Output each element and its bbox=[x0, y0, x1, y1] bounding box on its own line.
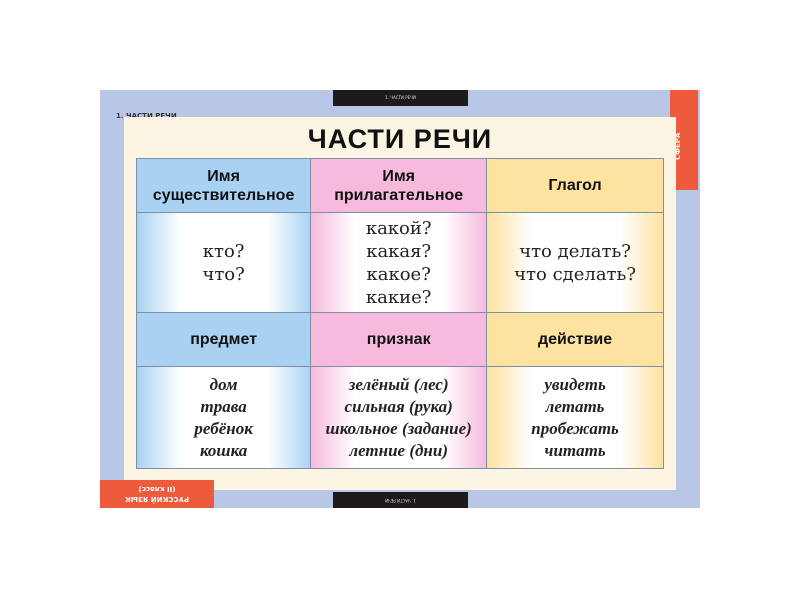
content-panel: ЧАСТИ РЕЧИ Имя существительное Имя прилагат… bbox=[124, 117, 676, 490]
questions-cell: какой? какая? какое? какие? bbox=[310, 212, 488, 313]
cell-line: какое? bbox=[366, 263, 431, 285]
series-label: РУССКИЙ ЯЗЫК (II класс) bbox=[100, 480, 214, 508]
page-title: ЧАСТИ РЕЧИ bbox=[307, 124, 493, 154]
examples-row: дом трава ребёнок кошка зелёный (лес) сильная… bbox=[135, 366, 664, 469]
cell-line: что делать? bbox=[519, 240, 631, 262]
meaning-cell: признак bbox=[310, 312, 488, 367]
footer-bar: 1. ЧАСТИ РЕЧИ bbox=[333, 492, 468, 508]
series-grade: (II класс) bbox=[138, 485, 176, 493]
questions-cell: кто? что? bbox=[135, 212, 312, 313]
cell-line: кошка bbox=[199, 440, 248, 460]
cell-line: пробежать bbox=[531, 418, 619, 438]
cell-line: зелёный (лес) bbox=[348, 374, 449, 394]
cell-line: кто? bbox=[202, 240, 245, 262]
header-cell: Имя прилагательное bbox=[310, 158, 488, 213]
cell-line: Глагол bbox=[548, 177, 602, 194]
questions-cell: что делать? что сделать? bbox=[486, 212, 664, 313]
cell-line: прилагательное bbox=[334, 186, 464, 204]
cell-line: какие? bbox=[365, 286, 432, 308]
cell-line: сильная (рука) bbox=[344, 396, 453, 416]
cell-line: какой? bbox=[365, 217, 432, 239]
cell-line: какая? bbox=[366, 240, 432, 262]
header-cell: Глагол bbox=[486, 158, 664, 213]
parts-of-speech-table: Имя существительное Имя прилагательное Глаго… bbox=[135, 158, 664, 469]
meaning-row: предмет признак действие bbox=[135, 312, 664, 367]
cell-line: дом bbox=[209, 374, 238, 394]
header-cell: Имя существительное bbox=[135, 158, 312, 213]
cell-line: летать bbox=[545, 396, 605, 416]
cell-line: трава bbox=[200, 396, 247, 416]
meaning-cell: предмет bbox=[135, 312, 312, 367]
questions-row: кто? что? какой? какая? какое? какие? что дела… bbox=[135, 212, 664, 313]
poster-board: 1. ЧАСТИ РЕЧИ 1. ЧАСТИ РЕЧИ СФЕРА ЧАСТИ … bbox=[100, 90, 700, 508]
cell-line: что сделать? bbox=[514, 263, 636, 285]
cell-line: Имя bbox=[207, 167, 240, 185]
meaning-cell: действие bbox=[486, 312, 664, 367]
header-bar: 1. ЧАСТИ РЕЧИ bbox=[333, 90, 468, 106]
cell-line: Имя bbox=[382, 167, 416, 185]
header-row: Имя существительное Имя прилагательное Глаго… bbox=[135, 158, 664, 213]
cell-line: ребёнок bbox=[194, 418, 253, 438]
cell-line: существительное bbox=[152, 186, 295, 204]
cell-line: школьное (задание) bbox=[325, 418, 472, 438]
examples-cell: зелёный (лес) сильная (рука) школьное (зад… bbox=[310, 366, 488, 469]
examples-cell: увидеть летать пробежать читать bbox=[486, 366, 664, 469]
cell-line: читать bbox=[544, 440, 606, 460]
cell-line: что? bbox=[202, 263, 245, 285]
cell-line: летние (дни) bbox=[349, 440, 448, 460]
series-title: РУССКИЙ ЯЗЫК bbox=[125, 495, 190, 503]
corner-label: 1. ЧАСТИ РЕЧИ bbox=[116, 112, 177, 120]
cell-line: увидеть bbox=[544, 374, 606, 394]
examples-cell: дом трава ребёнок кошка bbox=[135, 366, 312, 469]
